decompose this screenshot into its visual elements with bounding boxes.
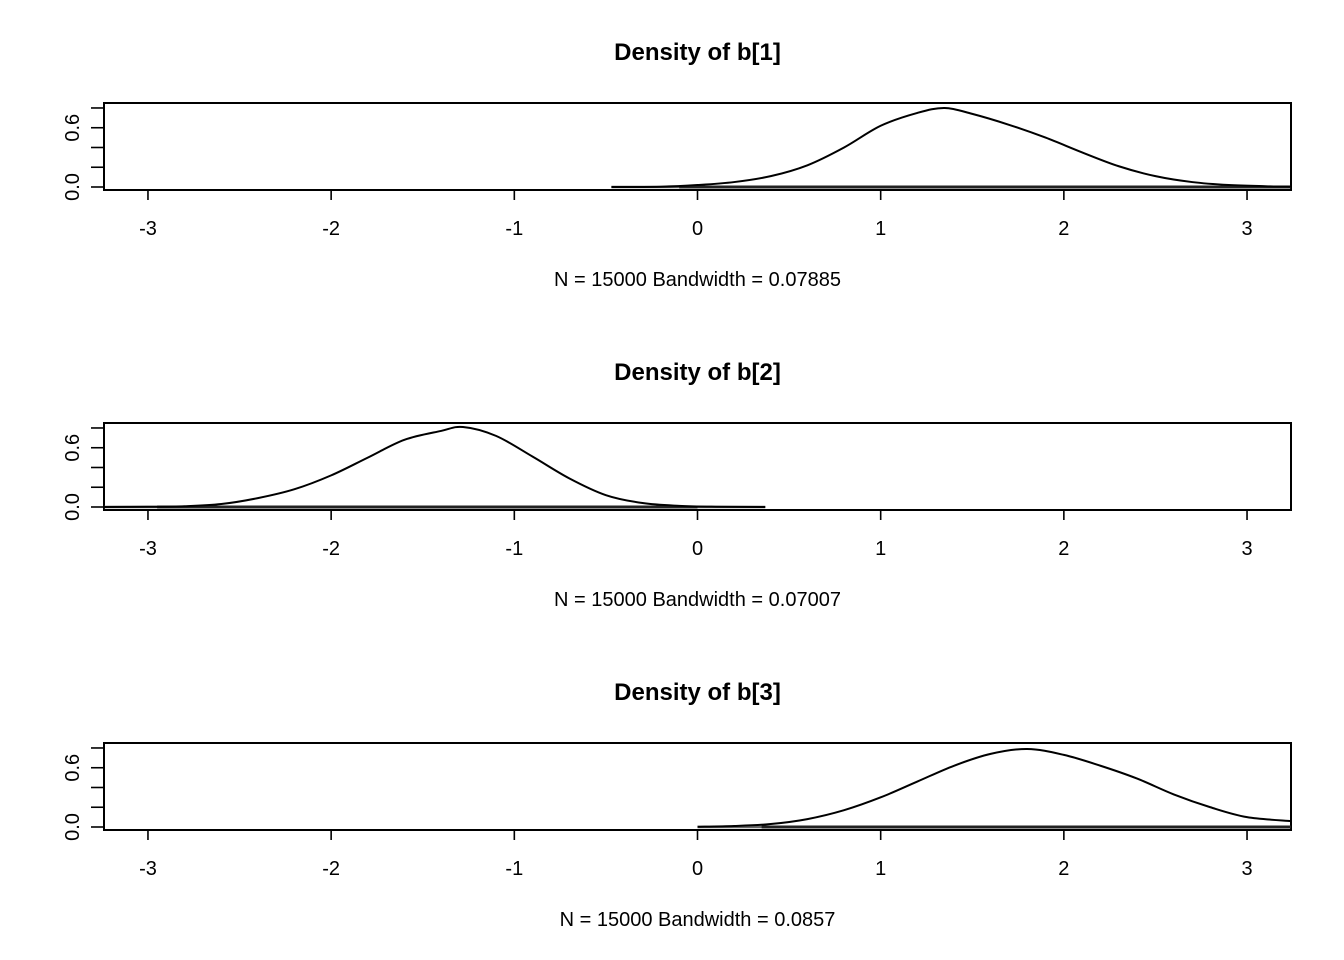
y-tick-label: 0.6 [62,434,84,462]
density-panels: Density of b[1] -3 -2 -1 0 1 2 3 0.0 0.6 N = 15000… [62,39,1292,931]
density-panel-2: Density of b[2] -3 -2 -1 0 1 2 3 0.0 0.6 N = 15000… [62,359,1292,611]
x-tick-label: -1 [505,538,523,560]
y-tick-label: 0.0 [62,813,84,841]
x-axis-label: N = 15000 Bandwidth = 0.07885 [554,269,841,291]
x-tick-label: 2 [1058,538,1069,560]
x-tick-label: -3 [139,858,157,880]
x-tick-label: -1 [505,858,523,880]
density-panel-1: Density of b[1] -3 -2 -1 0 1 2 3 0.0 0.6 N = 15000… [62,39,1292,291]
x-tick-label: 2 [1058,858,1069,880]
plot-frame [103,422,1292,511]
x-tick-label: 0 [692,538,703,560]
x-axis-label: N = 15000 Bandwidth = 0.0857 [560,909,836,931]
x-tick-label: 1 [875,218,886,240]
y-tick-label: 0.0 [62,493,84,521]
y-tick-label: 0.6 [62,114,84,142]
density-curve [697,747,1292,828]
density-panel-3: Density of b[3] -3 -2 -1 0 1 2 3 0.0 0.6 N = 15000… [62,679,1292,931]
chart-title: Density of b[1] [614,39,781,66]
y-tick-label: 0.6 [62,754,84,782]
x-tick-label: -2 [322,218,340,240]
x-tick-label: 3 [1241,218,1252,240]
density-curve [103,425,766,508]
x-tick-label: 3 [1241,538,1252,560]
x-tick-label: 1 [875,538,886,560]
x-axis-label: N = 15000 Bandwidth = 0.07007 [554,589,841,611]
x-tick-label: 0 [692,858,703,880]
x-tick-label: 2 [1058,218,1069,240]
chart-title: Density of b[2] [614,359,781,386]
x-tick-label: -2 [322,858,340,880]
x-tick-label: 0 [692,218,703,240]
density-curve [611,106,1292,188]
x-tick-label: -2 [322,538,340,560]
x-tick-label: -1 [505,218,523,240]
x-tick-label: -3 [139,218,157,240]
x-tick-label: -3 [139,538,157,560]
chart-title: Density of b[3] [614,679,781,706]
plot-frame [103,102,1292,191]
x-tick-label: 3 [1241,858,1252,880]
x-tick-label: 1 [875,858,886,880]
y-tick-label: 0.0 [62,173,84,201]
plot-frame [103,742,1292,831]
